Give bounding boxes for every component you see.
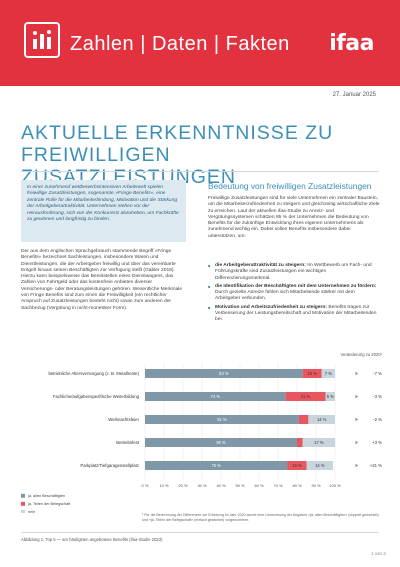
bar-segment [306, 461, 334, 470]
benefit-goals-list: die Arbeitgeberattraktivität zu steigern… [208, 263, 380, 326]
bar-segment [308, 415, 335, 424]
bar-segment [285, 392, 326, 401]
bar-segment [302, 369, 322, 378]
x-tick-label: 0 % [142, 483, 149, 488]
data-label: 80 % [216, 440, 226, 445]
body-text-right: Freiwillige Zusatzleistungen sind für vi… [208, 196, 380, 239]
publication-date: 27. Januar 2025 [332, 92, 376, 98]
data-label: 10 % [308, 371, 318, 376]
list-item-text: Im Wettbewerb um Fach- und Führungskräft… [215, 263, 372, 281]
data-label: 7 % [325, 371, 332, 376]
category-label: Betriebsfest [116, 440, 139, 445]
bar-segment [302, 438, 335, 447]
chart-footnote: ¹ Für die Berechnung der Differenzen zur… [142, 513, 379, 522]
change-header: Veränderung zu 2020¹ [341, 352, 383, 357]
list-item-bold: Motivation und Arbeitszufriedenheit zu s… [215, 304, 328, 310]
x-tick-label: 30 % [197, 483, 207, 488]
arrow-icon [355, 371, 358, 376]
data-label: 14 % [315, 463, 325, 468]
data-label: 17 % [314, 440, 324, 445]
bar-segment [297, 438, 303, 447]
data-label: 21 % [301, 394, 311, 399]
x-tick-label: 10 % [159, 483, 169, 488]
legend-swatch [21, 509, 25, 513]
data-label: 83 % [219, 371, 229, 376]
legend-label: ja, allen Beschäftigten [27, 494, 65, 498]
legend-swatch [21, 501, 25, 506]
change-value: -2 % [373, 417, 382, 422]
bar-segment [298, 415, 309, 424]
category-label: betriebliche Altersversorgung (z. B. Met… [48, 371, 139, 376]
legend-label: ja, Teilen der Belegschaft [27, 502, 71, 506]
change-value: -7 % [373, 371, 382, 376]
arrow-icon [355, 417, 358, 422]
list-item: die Arbeitgeberattraktivität zu steigern… [208, 263, 380, 282]
list-item-bold: die Arbeitgeberattraktivität zu steigern… [215, 263, 306, 268]
bar-segment [145, 369, 303, 378]
x-tick-label: 20 % [178, 483, 188, 488]
intro-box: In einer zunehmend wettbewerbsintensiven… [21, 180, 186, 242]
legend-swatch [21, 493, 25, 498]
x-tick-label: 40 % [216, 483, 226, 488]
arrow-icon [355, 394, 358, 399]
list-item: die Identifikation der Beschäftigten mit… [208, 284, 380, 303]
body-text-left: Der aus dem englischen Sprachgebrauch st… [21, 249, 183, 311]
x-tick-label: 50 % [235, 483, 245, 488]
brand-logo: ifaa [329, 31, 374, 56]
category-label: Weihnachtsfeier [108, 417, 139, 422]
list-item: Motivation und Arbeitszufriedenheit zu s… [208, 305, 380, 324]
list-item-bold: die Identifikation der Beschäftigten mit… [215, 283, 377, 289]
bar-segment [145, 461, 288, 470]
data-label: 81 % [217, 417, 227, 422]
data-label: 10 % [292, 463, 302, 468]
arrow-icon [355, 463, 358, 468]
bar-segment [321, 369, 335, 378]
page-title-line-1: AKTUELLE ERKENNTNISSE ZU [21, 122, 334, 144]
bar-segment [145, 438, 297, 447]
bar-segment [287, 461, 307, 470]
bar-segment [145, 415, 299, 424]
x-tick-label: 80 % [292, 483, 302, 488]
change-value: +21 % [370, 463, 382, 468]
arrow-icon [355, 440, 358, 445]
page-header: Zahlen | Daten | Fakten ifaa [0, 0, 400, 86]
category-label: Parkplatz/Tiefgaragenstellplatz [80, 463, 139, 468]
x-tick-label: 90 % [311, 483, 321, 488]
legend-label: nein [28, 510, 35, 513]
x-tick-label: 100 % [329, 483, 341, 488]
bar-segment [145, 392, 286, 401]
page-number: 1 von 3 [371, 551, 386, 556]
benefits-chart: Veränderung zu 2020¹ 0 % 10 % 20 % 30 % 40 % 5… [21, 352, 383, 513]
data-label: 5 % [327, 394, 334, 399]
category-label: Fachliche/aufgabenspezifische Weiterbild… [53, 394, 140, 399]
list-item-text: Durch gezielte Anreize fühlen sich Mitar… [215, 290, 355, 302]
title-divider [21, 171, 379, 172]
x-tick-label: 70 % [273, 483, 283, 488]
header-title: Zahlen | Daten | Fakten [70, 33, 290, 55]
list-item-text: Benefits tragen zur Verbesserung der Lei… [215, 304, 377, 323]
x-tick-label: 60 % [254, 483, 264, 488]
figure-caption: Abbildung 1: Top 5 — am häufigsten angeb… [21, 537, 163, 542]
logo-icon [24, 22, 60, 58]
change-value: +3 % [372, 440, 382, 445]
bar-segment [325, 392, 335, 401]
data-label: 14 % [317, 417, 327, 422]
caption-divider [21, 532, 379, 533]
data-label: 74 % [211, 394, 221, 399]
section-title: Bedeutung von freiwilligen Zusatzleistun… [208, 181, 372, 191]
change-value: -3 % [373, 394, 382, 399]
data-label: 75 % [212, 463, 222, 468]
page-title: AKTUELLE ERKENNTNISSE ZU FREIWILLIGEN ZU… [21, 122, 381, 188]
